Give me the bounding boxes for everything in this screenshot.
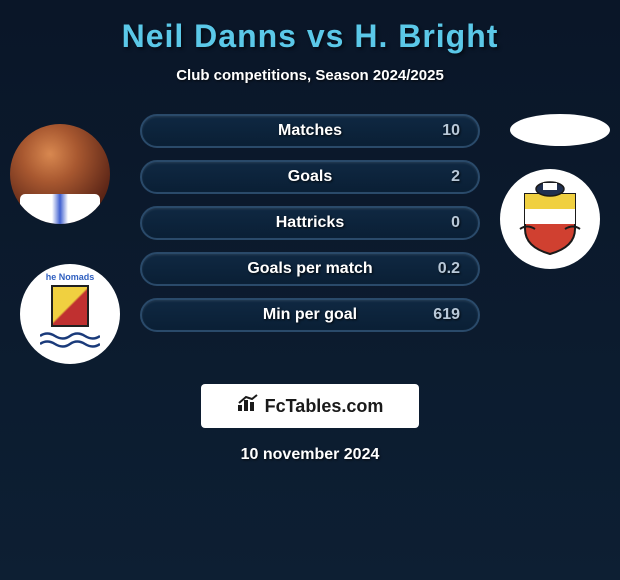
footer-logo-text: FcTables.com — [265, 396, 384, 417]
stat-label: Matches — [160, 122, 420, 140]
stat-label: Goals per match — [160, 260, 420, 278]
stat-value: 10 — [420, 122, 460, 140]
club-name-left: he Nomads — [46, 272, 95, 282]
shield-icon — [51, 285, 89, 327]
stat-value: 0 — [420, 214, 460, 232]
stat-label: Hattricks — [160, 214, 420, 232]
stat-label: Min per goal — [160, 306, 420, 324]
stat-row: Matches 10 — [140, 114, 480, 148]
stat-value: 619 — [420, 306, 460, 324]
stats-column: Matches 10 Goals 2 Hattricks 0 Goals per… — [140, 114, 480, 344]
player-avatar-left — [10, 124, 110, 224]
footer-date: 10 november 2024 — [0, 446, 620, 464]
main-area: he Nomads Matches 10 — [0, 114, 620, 354]
chart-icon — [237, 394, 259, 418]
subtitle: Club competitions, Season 2024/2025 — [0, 67, 620, 84]
player-avatar-right — [510, 114, 610, 146]
stat-row: Hattricks 0 — [140, 206, 480, 240]
club-badge-left: he Nomads — [20, 264, 120, 364]
stat-row: Goals per match 0.2 — [140, 252, 480, 286]
crest-icon — [515, 179, 585, 259]
footer-logo: FcTables.com — [201, 384, 419, 428]
page-title: Neil Danns vs H. Bright — [0, 18, 620, 55]
stat-label: Goals — [160, 168, 420, 186]
stat-row: Goals 2 — [140, 160, 480, 194]
stat-row: Min per goal 619 — [140, 298, 480, 332]
comparison-card: Neil Danns vs H. Bright Club competition… — [0, 0, 620, 474]
waves-icon — [40, 331, 100, 349]
stat-value: 2 — [420, 168, 460, 186]
stat-value: 0.2 — [420, 260, 460, 278]
club-badge-right — [500, 169, 600, 269]
